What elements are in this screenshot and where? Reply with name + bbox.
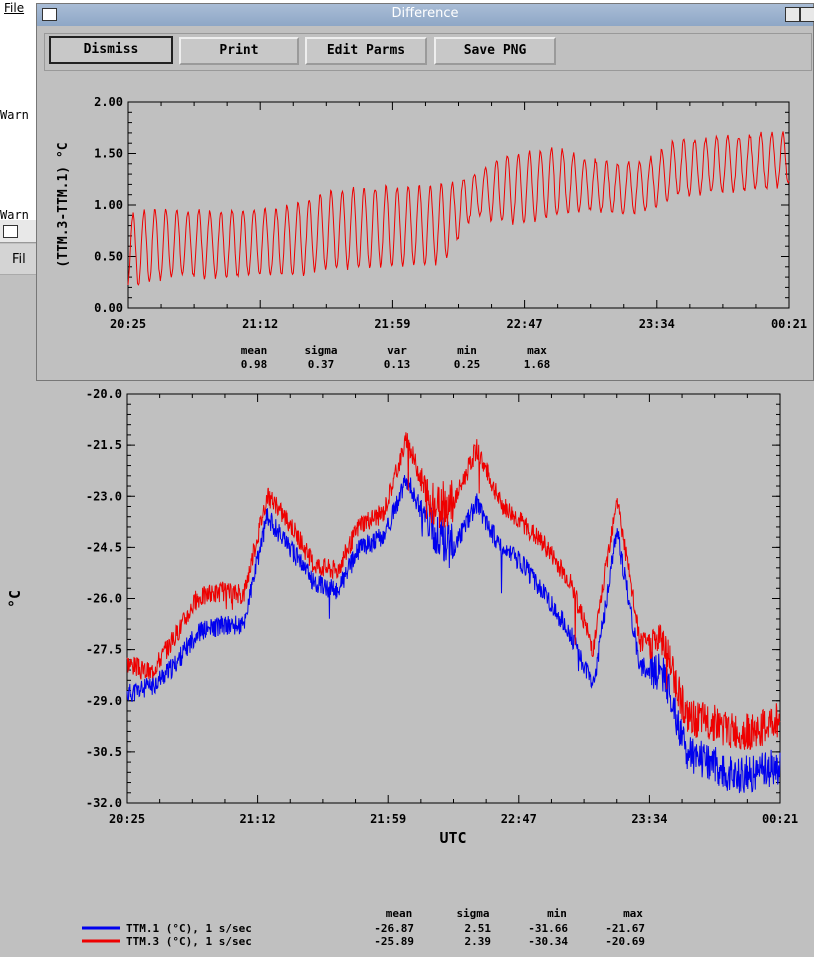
legend-label-ttm3: TTM.3 (°C), 1 s/sec (126, 935, 252, 948)
difference-chart: 20:25 21:12 21:59 22:47 23:34 00:21 0.00 0.50 1.… (56, 95, 807, 371)
x-tick-label: 21:59 (370, 812, 406, 826)
temperature-chart: 20:25 21:12 21:59 22:47 23:34 00:21 -20.0 -21.5… (6, 387, 798, 948)
main-chart-ylabel: °C (6, 590, 24, 608)
main-stats-header-max: max (623, 907, 643, 920)
x-tick-label: 23:34 (631, 812, 667, 826)
y-tick-label: -29.0 (86, 694, 122, 708)
main-stats-header-sigma: sigma (456, 907, 489, 920)
y-tick-label: 0.00 (94, 301, 123, 315)
y-tick-label: -20.0 (86, 387, 122, 401)
difference-chart-axes: 20:25 21:12 21:59 22:47 23:34 00:21 0.00 0.50 1.… (94, 95, 807, 331)
x-tick-label: 22:47 (501, 812, 537, 826)
dialog-titlebar[interactable] (37, 4, 813, 26)
main-stats-header-min: min (547, 907, 567, 920)
y-tick-label: -21.5 (86, 438, 122, 452)
diff-stats-header: max (527, 344, 547, 357)
x-tick-label: 21:12 (242, 317, 278, 331)
series-line-ttm1 (126, 472, 781, 794)
main-chart-xlabel: UTC (439, 829, 466, 847)
y-tick-label: -32.0 (86, 796, 122, 810)
legend-label-ttm1: TTM.1 (°C), 1 s/sec (126, 922, 252, 935)
edit-parms-button[interactable]: Edit Parms (305, 37, 427, 65)
button-bar (44, 33, 812, 71)
stat-value: -25.89 (374, 935, 414, 948)
stat-value: -30.34 (528, 935, 568, 948)
x-tick-label: 00:21 (762, 812, 798, 826)
stat-value: -26.87 (374, 922, 414, 935)
main-chart-axes: 20:25 21:12 21:59 22:47 23:34 00:21 -20.0 -21.5… (86, 387, 798, 826)
bg-menu-file[interactable]: File (4, 1, 25, 15)
diff-stat-value: 0.25 (454, 358, 481, 371)
y-tick-label: 2.00 (94, 95, 123, 109)
bg-warning-text: Warn (0, 108, 29, 122)
y-tick-label: -30.5 (86, 745, 122, 759)
series-line-difference (127, 131, 790, 286)
difference-dialog (36, 3, 814, 381)
x-tick-label: 21:59 (374, 317, 410, 331)
diff-stat-value: 0.13 (384, 358, 411, 371)
print-button[interactable]: Print (179, 37, 299, 65)
main-chart-lines (126, 432, 781, 794)
diff-stat-value: 1.68 (524, 358, 551, 371)
y-tick-label: -23.0 (86, 489, 122, 503)
y-tick-label: -27.5 (86, 643, 122, 657)
diff-stats-header: min (457, 344, 477, 357)
diff-stat-value: 0.37 (308, 358, 335, 371)
x-tick-label: 23:34 (639, 317, 675, 331)
x-tick-label: 21:12 (240, 812, 276, 826)
dismiss-button[interactable]: Dismiss (49, 36, 173, 64)
main-menu-file[interactable]: Fil (12, 252, 26, 267)
series-line-ttm3 (126, 432, 781, 750)
dialog-title: Difference (391, 6, 459, 21)
minimize-icon[interactable] (785, 7, 800, 22)
diff-stats-header: var (387, 344, 407, 357)
x-tick-label: 00:21 (771, 317, 807, 331)
difference-chart-ylabel: (TTM.3-TTM.1) °C (56, 142, 71, 267)
y-tick-label: 0.50 (94, 250, 123, 264)
y-tick-label: 1.00 (94, 198, 123, 212)
stat-value: 2.39 (465, 935, 492, 948)
y-tick-label: -26.0 (86, 592, 122, 606)
y-tick-label: 1.50 (94, 147, 123, 161)
stat-value: -20.69 (605, 935, 645, 948)
diff-stat-value: 0.98 (241, 358, 268, 371)
save-png-button[interactable]: Save PNG (434, 37, 556, 65)
diff-stats-header: mean (241, 344, 268, 357)
diff-stats-header: sigma (304, 344, 337, 357)
bg-warning-text: Warn (0, 208, 29, 222)
y-tick-label: -24.5 (86, 540, 122, 554)
stat-value: -31.66 (528, 922, 568, 935)
window-menu-icon[interactable] (3, 225, 18, 238)
window-menu-icon[interactable] (42, 8, 57, 21)
stat-value: 2.51 (465, 922, 492, 935)
maximize-icon[interactable] (800, 7, 814, 22)
stat-value: -21.67 (605, 922, 645, 935)
plot-frame (127, 101, 790, 309)
x-tick-label: 20:25 (109, 812, 145, 826)
main-stats-header-mean: mean (386, 907, 413, 920)
x-tick-label: 20:25 (110, 317, 146, 331)
x-tick-label: 22:47 (507, 317, 543, 331)
difference-chart-lines (127, 131, 790, 286)
